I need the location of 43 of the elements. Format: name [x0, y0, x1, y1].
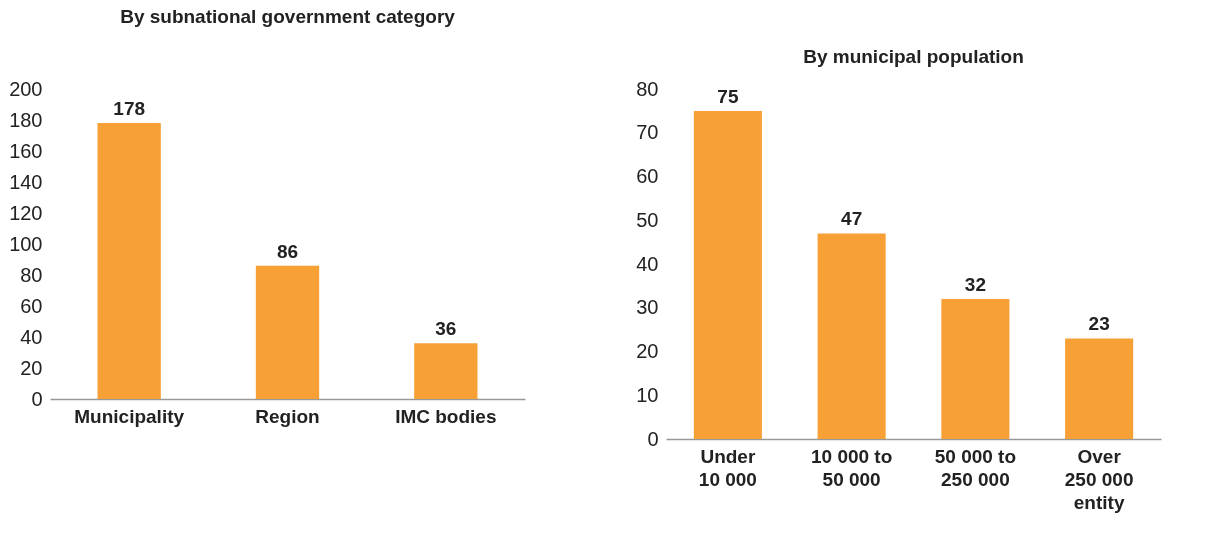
- y-tick-label: 20: [636, 340, 659, 362]
- data-label: 23: [1088, 313, 1110, 335]
- y-tick-label: 200: [9, 77, 43, 100]
- data-label: 47: [841, 208, 863, 230]
- y-tick-label: 50: [636, 208, 659, 231]
- y-tick-label: 140: [9, 170, 43, 193]
- bar: [941, 299, 1010, 439]
- bar: [1065, 338, 1134, 439]
- y-tick-label: 30: [636, 296, 659, 319]
- bar: [693, 110, 762, 439]
- y-tick-label: 40: [636, 252, 659, 275]
- bar: [255, 265, 320, 399]
- y-tick-label: 120: [9, 201, 43, 224]
- x-tick-label: Region: [255, 405, 320, 427]
- x-tick-label: 50 000 to 250 000: [934, 445, 1017, 490]
- y-tick-label: 10: [636, 383, 659, 406]
- x-tick-label: 10 000 to 50 000: [810, 445, 893, 490]
- x-tick-label: Under 10 000: [698, 445, 757, 490]
- y-tick-label: 0: [647, 427, 659, 450]
- x-tick-label: IMC bodies: [395, 405, 497, 427]
- data-label: 36: [435, 318, 457, 340]
- bar: [97, 123, 161, 399]
- y-tick-label: 70: [636, 121, 659, 144]
- y-tick-label: 100: [9, 232, 43, 255]
- chart-title: By subnational government category: [120, 6, 456, 27]
- data-label: 32: [964, 274, 986, 295]
- y-tick-label: 80: [20, 263, 43, 286]
- y-tick-label: 40: [20, 325, 43, 348]
- x-tick-label: Municipality: [74, 405, 185, 427]
- x-tick-label: Over 250 000 entity: [1064, 445, 1134, 513]
- y-tick-label: 0: [31, 387, 43, 410]
- y-tick-label: 80: [636, 77, 659, 100]
- y-tick-label: 160: [9, 139, 43, 162]
- bar: [414, 343, 478, 399]
- chart-title: By municipal population: [803, 46, 1024, 67]
- y-tick-label: 60: [636, 165, 659, 187]
- data-label: 75: [717, 85, 739, 107]
- y-tick-label: 60: [20, 294, 43, 317]
- y-tick-label: 20: [20, 356, 43, 379]
- data-label: 178: [113, 98, 146, 120]
- data-label: 86: [276, 240, 299, 262]
- y-tick-label: 180: [9, 108, 43, 131]
- bar: [817, 233, 886, 439]
